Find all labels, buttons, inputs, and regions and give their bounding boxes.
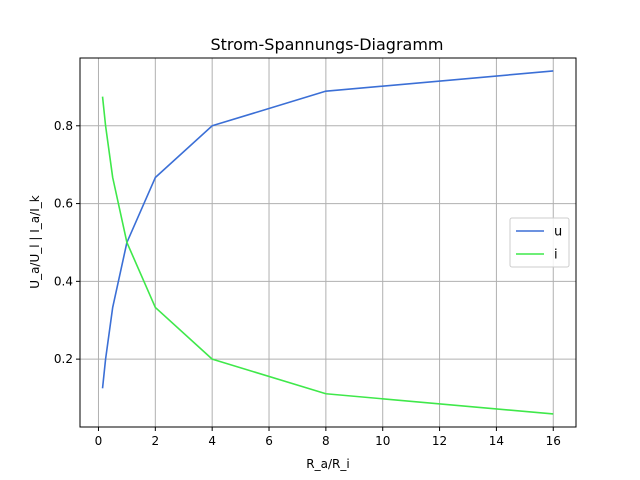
series-line-u <box>101 70 554 389</box>
legend-label-i: i <box>554 248 558 263</box>
series-line-i <box>101 96 554 415</box>
x-tick-label: 12 <box>432 434 447 448</box>
y-tick-label: 0.2 <box>54 352 73 366</box>
x-tick-label: 6 <box>265 434 273 448</box>
chart-title: Strom-Spannungs-Diagramm <box>210 35 443 54</box>
y-axis-label: U_a/U_l | I_a/I_k <box>28 195 42 288</box>
x-tick-label: 16 <box>546 434 561 448</box>
x-tick-label: 8 <box>322 434 330 448</box>
x-tick-label: 10 <box>375 434 390 448</box>
x-tick-label: 14 <box>489 434 504 448</box>
x-tick-label: 4 <box>208 434 216 448</box>
plot-frame <box>79 57 577 428</box>
y-tick-label: 0.8 <box>54 119 73 133</box>
y-axis-ticks: 0.2 0.4 0.6 0.8 <box>54 119 80 366</box>
x-axis-label: R_a/R_i <box>306 457 349 471</box>
legend-label-u: u <box>554 225 562 240</box>
y-tick-label: 0.4 <box>54 274 73 288</box>
y-tick-label: 0.6 <box>54 197 73 211</box>
x-axis-ticks: 0 2 4 6 8 10 12 14 16 <box>95 427 561 448</box>
grid <box>80 58 576 427</box>
x-tick-label: 0 <box>95 434 103 448</box>
x-tick-label: 2 <box>152 434 160 448</box>
legend: ui <box>509 217 570 268</box>
series-layer <box>101 70 554 415</box>
